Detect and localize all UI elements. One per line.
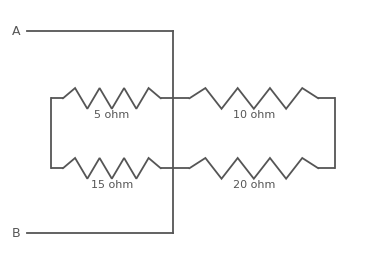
Text: 15 ohm: 15 ohm	[91, 180, 133, 190]
Text: 10 ohm: 10 ohm	[233, 110, 275, 120]
Text: 20 ohm: 20 ohm	[233, 180, 275, 190]
Text: B: B	[12, 227, 20, 240]
Text: A: A	[12, 25, 20, 38]
Text: 5 ohm: 5 ohm	[94, 110, 130, 120]
